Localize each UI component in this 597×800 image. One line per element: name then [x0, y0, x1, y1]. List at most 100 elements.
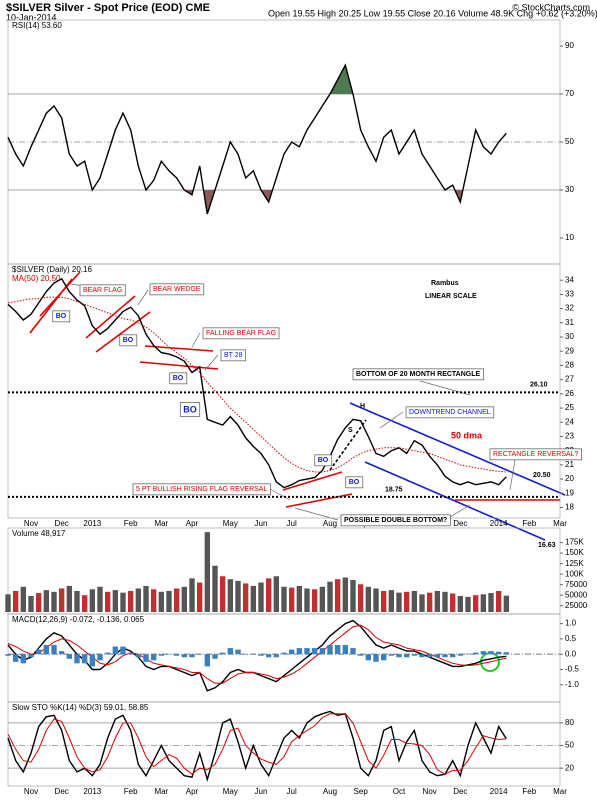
histogram-bar — [242, 654, 249, 655]
annotation: BEAR WEDGE — [153, 286, 201, 293]
trendline — [144, 345, 214, 352]
annotation-box — [79, 284, 126, 297]
x-tick-label: Oct — [393, 787, 406, 796]
panel-label: $SILVER (Daily) 20.16 — [12, 265, 92, 274]
histogram-bar — [97, 654, 103, 661]
annotation: LINEAR SCALE — [425, 293, 477, 300]
x-tick-label: Aug — [323, 519, 337, 528]
volume-bar — [74, 590, 80, 612]
volume-bar — [219, 576, 226, 612]
y-tick-label: 175K — [565, 538, 584, 547]
volume-bar — [495, 590, 502, 612]
annotation-box — [345, 476, 364, 489]
volume-bar — [380, 590, 387, 612]
x-tick-label: Mar — [154, 519, 168, 528]
histogram-bar — [350, 648, 356, 655]
volume-bar — [488, 593, 494, 612]
histogram-bar — [365, 654, 372, 661]
annotation: BOTTOM OF 20 MONTH RECTANGLE — [356, 371, 481, 378]
annotation-box — [169, 372, 188, 385]
callout — [379, 411, 404, 429]
histogram-bar — [503, 652, 510, 655]
panel-label: Volume 48,917 — [12, 529, 66, 538]
y-tick-label: 32 — [565, 304, 574, 313]
annotation: 5 PT BULLISH RISING FLAG REVERSAL — [136, 486, 267, 493]
volume-bar — [35, 593, 42, 612]
volume-bar — [334, 579, 341, 612]
y-tick-label: 50 — [565, 137, 574, 146]
annotation-box — [179, 402, 201, 417]
histogram-bar — [396, 654, 402, 658]
y-tick-label: 18 — [565, 503, 574, 512]
volume-bar — [173, 588, 180, 612]
annotation: 50 dma — [451, 430, 483, 440]
histogram-bar — [66, 654, 73, 659]
y-tick-label: 90 — [565, 41, 574, 50]
histogram-bar — [196, 654, 203, 655]
histogram-bar — [288, 649, 295, 655]
annotation: BO — [123, 337, 134, 344]
histogram-bar — [373, 654, 379, 662]
annotation: H — [360, 403, 365, 410]
histogram-bar — [304, 648, 310, 655]
annotation-box — [489, 448, 582, 461]
histogram-bar — [150, 654, 157, 661]
trendline — [329, 419, 367, 471]
series-line — [7, 63, 507, 215]
volume-bar — [43, 590, 50, 612]
histogram-bar — [449, 654, 456, 658]
y-tick-label: -0.5 — [565, 665, 579, 674]
x-tick-label: Jul — [287, 787, 297, 796]
volume-bar — [250, 585, 257, 612]
x-tick-label: Feb — [124, 519, 138, 528]
level-label: 26.10 — [530, 381, 548, 388]
volume-bar — [235, 580, 241, 612]
x-tick-label: Apr — [186, 519, 199, 528]
x-tick-label: Jul — [287, 519, 297, 528]
volume-bar — [288, 587, 295, 612]
histogram-bar — [411, 654, 418, 656]
y-tick-label: 24 — [565, 417, 574, 426]
y-tick-label: 33 — [565, 290, 574, 299]
volume-bar — [342, 577, 349, 612]
callout — [137, 289, 149, 306]
x-tick-label: Apr — [186, 787, 199, 796]
volume-bar — [158, 591, 165, 612]
volume-bar — [104, 591, 111, 612]
volume-bar — [181, 586, 188, 612]
volume-bar — [89, 589, 96, 612]
y-tick-label: 23 — [565, 432, 574, 441]
callout — [191, 332, 201, 348]
annotation: BO — [183, 404, 197, 414]
volume-bar — [396, 592, 402, 612]
volume-bar — [442, 591, 448, 612]
histogram-bar — [43, 645, 50, 655]
callout — [509, 459, 516, 491]
x-tick-label: May — [223, 787, 238, 796]
volume-bar — [66, 585, 73, 612]
histogram-bar — [342, 645, 349, 655]
volume-bar — [281, 586, 287, 612]
volume-bar — [419, 594, 425, 612]
histogram-bar — [380, 654, 387, 661]
y-tick-label: 25000 — [565, 601, 588, 610]
histogram-bar — [28, 654, 34, 658]
histogram-bar — [311, 648, 318, 655]
volume-bar — [12, 590, 19, 612]
y-tick-label: 70 — [565, 89, 574, 98]
volume-bar — [304, 588, 310, 612]
histogram-bar — [204, 654, 211, 667]
x-tick-label: Mar — [154, 787, 168, 796]
y-tick-label: 50 — [565, 741, 574, 750]
panel-frame — [7, 263, 561, 519]
trendline — [139, 361, 219, 370]
histogram-bar — [227, 648, 234, 655]
annotation: BO — [173, 375, 184, 382]
volume-bar — [28, 596, 34, 612]
x-tick-label: Nov — [24, 519, 38, 528]
volume-bar — [58, 588, 65, 612]
y-tick-label: 75000 — [565, 580, 588, 589]
volume-bar — [480, 594, 487, 612]
x-tick-label: Jun — [255, 519, 268, 528]
